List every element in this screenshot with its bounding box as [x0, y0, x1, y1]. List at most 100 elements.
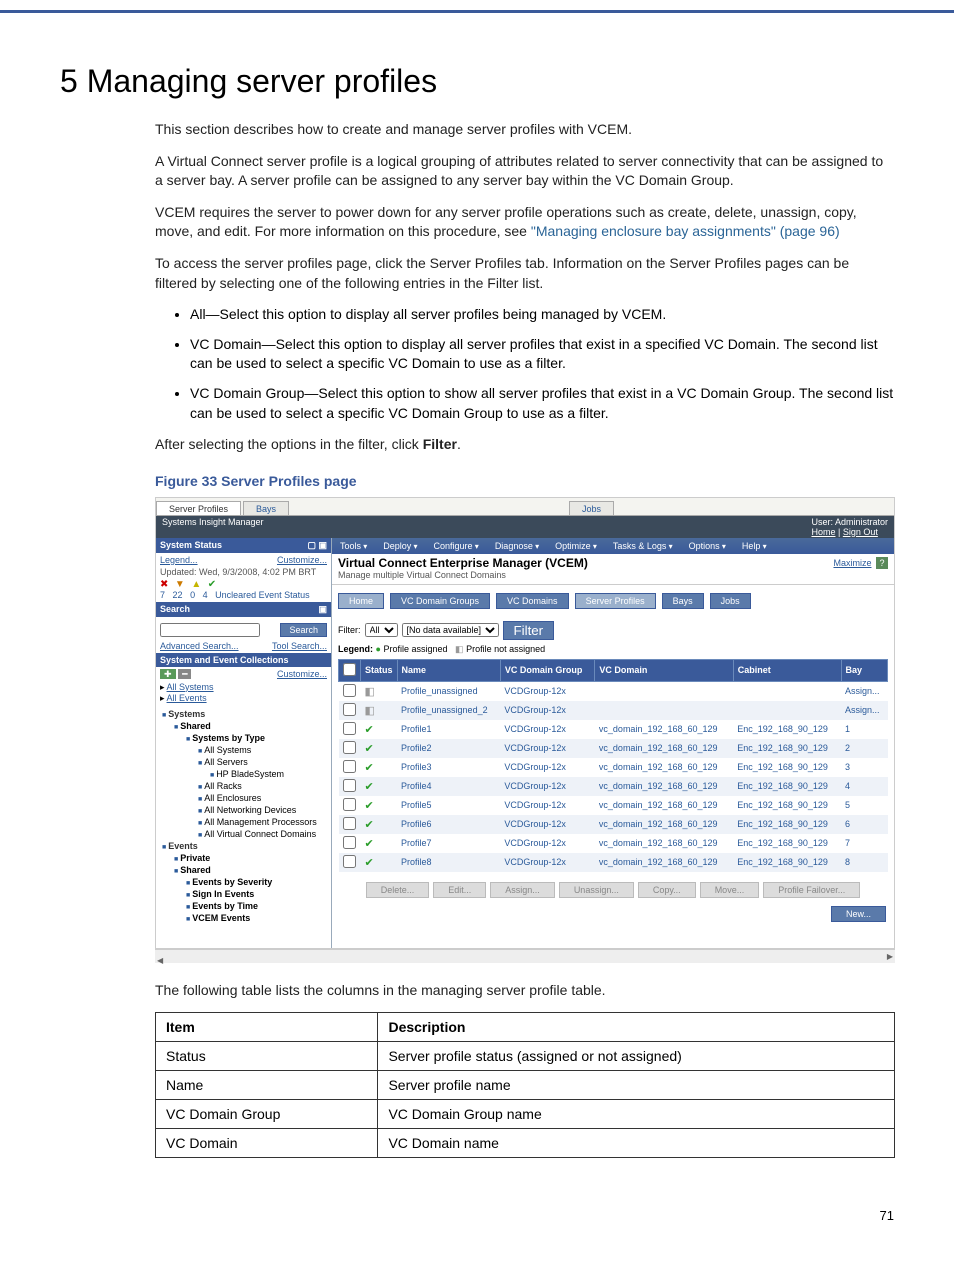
advanced-search-link[interactable]: Advanced Search... — [160, 641, 239, 651]
tree-item[interactable]: VCEM Events — [186, 912, 329, 924]
cell-name[interactable]: Profile1 — [397, 720, 500, 739]
major-icon[interactable]: ▼ — [175, 579, 185, 590]
tab-bays[interactable]: Bays — [243, 501, 289, 515]
panel-icons[interactable]: ▢ ▣ — [307, 540, 327, 551]
tree-item[interactable]: All Servers — [198, 756, 329, 768]
row-checkbox[interactable] — [343, 760, 356, 773]
tab-server-profiles[interactable]: Server Profiles — [156, 501, 241, 515]
table-row[interactable]: ✔Profile1VCDGroup-12xvc_domain_192_168_6… — [339, 720, 888, 739]
tree-item[interactable]: All Networking Devices — [198, 804, 329, 816]
table-row[interactable]: ✔Profile6VCDGroup-12xvc_domain_192_168_6… — [339, 815, 888, 834]
tree-item[interactable]: All Racks — [198, 780, 329, 792]
action-button[interactable]: Move... — [700, 882, 760, 898]
cell-bay[interactable]: Assign... — [841, 701, 887, 720]
breadcrumb-pill[interactable]: VC Domains — [496, 593, 569, 609]
cell-name[interactable]: Profile4 — [397, 777, 500, 796]
new-button[interactable]: New... — [831, 906, 886, 922]
customize-link[interactable]: Customize... — [277, 555, 327, 565]
filter-select[interactable]: All — [365, 623, 398, 637]
row-checkbox[interactable] — [343, 703, 356, 716]
customize-link[interactable]: Customize... — [277, 669, 327, 679]
cell-bay[interactable]: Assign... — [841, 681, 887, 701]
cell-name[interactable]: Profile8 — [397, 853, 500, 872]
row-checkbox[interactable] — [343, 779, 356, 792]
tool-search-link[interactable]: Tool Search... — [272, 641, 327, 651]
tree-item[interactable]: Events by Time — [186, 900, 329, 912]
breadcrumb-pill[interactable]: Server Profiles — [575, 593, 656, 609]
breadcrumb-pill[interactable]: VC Domain Groups — [390, 593, 490, 609]
cell-name[interactable]: Profile6 — [397, 815, 500, 834]
cell-name[interactable]: Profile3 — [397, 758, 500, 777]
row-checkbox[interactable] — [343, 684, 356, 697]
row-checkbox[interactable] — [343, 836, 356, 849]
tab-jobs[interactable]: Jobs — [569, 501, 614, 515]
action-button[interactable]: Unassign... — [559, 882, 634, 898]
table-row[interactable]: ✔Profile7VCDGroup-12xvc_domain_192_168_6… — [339, 834, 888, 853]
toolbar-menu[interactable]: Deploy — [375, 538, 425, 554]
action-button[interactable]: Profile Failover... — [763, 882, 860, 898]
toolbar-menu[interactable]: Options — [681, 538, 734, 554]
column-header[interactable]: Status — [361, 659, 398, 681]
filter-button[interactable]: Filter — [503, 621, 555, 640]
table-row[interactable]: ✔Profile5VCDGroup-12xvc_domain_192_168_6… — [339, 796, 888, 815]
normal-icon[interactable]: ✔ — [208, 579, 216, 590]
select-all-checkbox[interactable] — [343, 663, 356, 676]
cell-name[interactable]: Profile5 — [397, 796, 500, 815]
table-row[interactable]: ◧Profile_unassigned_2VCDGroup-12xAssign.… — [339, 701, 888, 720]
action-button[interactable]: Assign... — [490, 882, 555, 898]
horizontal-scrollbar[interactable]: ▶ — [155, 949, 895, 963]
expand-all-icon[interactable]: ✚ — [160, 669, 176, 679]
table-row[interactable]: ✔Profile8VCDGroup-12xvc_domain_192_168_6… — [339, 853, 888, 872]
tree-item[interactable]: Private — [174, 852, 329, 864]
tree-item[interactable]: Sign In Events — [186, 888, 329, 900]
action-button[interactable]: Delete... — [366, 882, 430, 898]
tree-item[interactable]: All Enclosures — [198, 792, 329, 804]
breadcrumb-pill[interactable]: Home — [338, 593, 384, 609]
breadcrumb-pill[interactable]: Bays — [662, 593, 704, 609]
column-header[interactable] — [339, 659, 361, 681]
toolbar-menu[interactable]: Help — [734, 538, 775, 554]
critical-icon[interactable]: ✖ — [160, 579, 168, 590]
legend-link[interactable]: Legend... — [160, 555, 198, 565]
column-header[interactable]: VC Domain — [595, 659, 733, 681]
tree-item[interactable]: Systems by Type — [186, 732, 329, 744]
table-row[interactable]: ✔Profile2VCDGroup-12xvc_domain_192_168_6… — [339, 739, 888, 758]
action-button[interactable]: Copy... — [638, 882, 696, 898]
column-header[interactable]: Name — [397, 659, 500, 681]
tree-item[interactable]: All Management Processors — [198, 816, 329, 828]
signout-link[interactable]: Sign Out — [843, 527, 878, 537]
cross-reference-link[interactable]: "Managing enclosure bay assignments" (pa… — [531, 223, 840, 239]
action-button[interactable]: Edit... — [433, 882, 486, 898]
all-events-link[interactable]: All Events — [167, 693, 207, 703]
all-systems-link[interactable]: All Systems — [167, 682, 214, 692]
tree-item[interactable]: Shared — [174, 720, 329, 732]
tree-item[interactable]: HP BladeSystem — [210, 768, 329, 780]
collapse-all-icon[interactable]: ━ — [178, 669, 191, 679]
tree-item[interactable]: Events by Severity — [186, 876, 329, 888]
column-header[interactable]: Bay — [841, 659, 887, 681]
search-button[interactable]: Search — [280, 623, 327, 637]
toolbar-menu[interactable]: Tasks & Logs — [605, 538, 681, 554]
cell-name[interactable]: Profile2 — [397, 739, 500, 758]
column-header[interactable]: Cabinet — [733, 659, 841, 681]
filter-secondary-select[interactable]: [No data available] — [402, 623, 499, 637]
toolbar-menu[interactable]: Diagnose — [487, 538, 547, 554]
toolbar-menu[interactable]: Tools — [332, 538, 375, 554]
row-checkbox[interactable] — [343, 741, 356, 754]
search-input[interactable] — [160, 623, 260, 637]
tree-item[interactable]: Events — [162, 840, 329, 852]
toolbar-menu[interactable]: Optimize — [547, 538, 605, 554]
tree-item[interactable]: All Systems — [198, 744, 329, 756]
cell-name[interactable]: Profile_unassigned_2 — [397, 701, 500, 720]
home-link[interactable]: Home — [811, 527, 835, 537]
toolbar-menu[interactable]: Configure — [426, 538, 487, 554]
row-checkbox[interactable] — [343, 722, 356, 735]
table-row[interactable]: ✔Profile4VCDGroup-12xvc_domain_192_168_6… — [339, 777, 888, 796]
help-icon[interactable]: ? — [876, 557, 888, 569]
row-checkbox[interactable] — [343, 855, 356, 868]
column-header[interactable]: VC Domain Group — [500, 659, 595, 681]
breadcrumb-pill[interactable]: Jobs — [710, 593, 751, 609]
tree-item[interactable]: Systems — [162, 708, 329, 720]
table-row[interactable]: ◧Profile_unassignedVCDGroup-12xAssign... — [339, 681, 888, 701]
row-checkbox[interactable] — [343, 817, 356, 830]
